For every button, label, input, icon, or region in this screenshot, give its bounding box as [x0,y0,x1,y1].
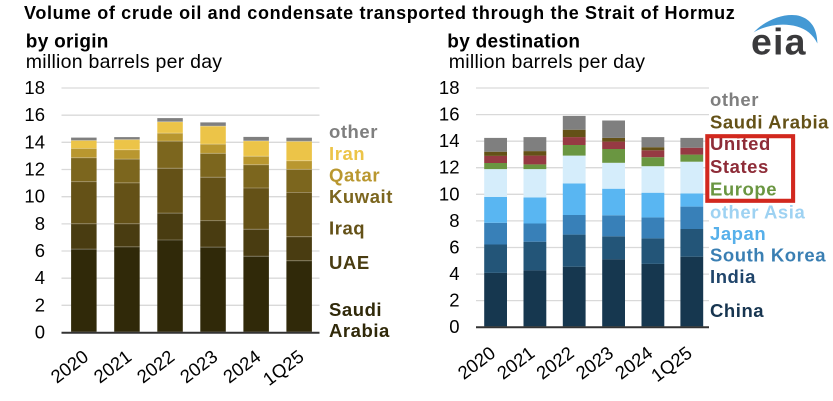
svg-text:Saudi Arabia: Saudi Arabia [710,112,829,133]
svg-text:other: other [710,89,759,110]
svg-text:Qatar: Qatar [329,164,380,185]
svg-text:18: 18 [24,77,45,98]
svg-text:Saudi: Saudi [329,299,382,320]
svg-text:18: 18 [439,77,460,98]
svg-text:Iraq: Iraq [329,218,365,239]
svg-text:16: 16 [24,104,45,125]
svg-text:South Korea: South Korea [710,244,826,265]
svg-text:4: 4 [35,267,45,288]
svg-text:6: 6 [449,237,459,258]
svg-text:2: 2 [35,294,45,315]
svg-text:India: India [710,266,756,287]
svg-text:Europe: Europe [710,179,777,200]
svg-text:Arabia: Arabia [329,320,390,341]
svg-text:6: 6 [35,240,45,261]
svg-text:2: 2 [449,290,459,311]
svg-text:UAE: UAE [329,252,370,273]
svg-text:14: 14 [439,130,460,151]
svg-text:China: China [710,300,764,321]
svg-text:by origin: by origin [26,31,109,52]
svg-text:million barrels per day: million barrels per day [26,51,223,73]
svg-text:other: other [329,121,378,142]
svg-text:other Asia: other Asia [710,202,805,223]
svg-text:4: 4 [449,263,459,284]
svg-text:million barrels per day: million barrels per day [449,51,646,73]
svg-text:10: 10 [439,183,460,204]
svg-text:Iran: Iran [329,143,365,164]
svg-text:8: 8 [449,210,459,231]
svg-text:0: 0 [35,322,45,343]
svg-text:12: 12 [439,157,460,178]
svg-text:States: States [710,156,769,177]
svg-text:12: 12 [24,159,45,180]
svg-text:Kuwait: Kuwait [329,186,393,207]
svg-text:10: 10 [24,186,45,207]
svg-text:Volume of crude oil and conden: Volume of crude oil and condensate trans… [24,3,735,23]
svg-text:0: 0 [449,316,459,337]
svg-text:by destination: by destination [447,31,580,52]
svg-text:16: 16 [439,104,460,125]
svg-text:14: 14 [24,131,45,152]
svg-text:8: 8 [35,213,45,234]
svg-text:Japan: Japan [710,223,766,244]
